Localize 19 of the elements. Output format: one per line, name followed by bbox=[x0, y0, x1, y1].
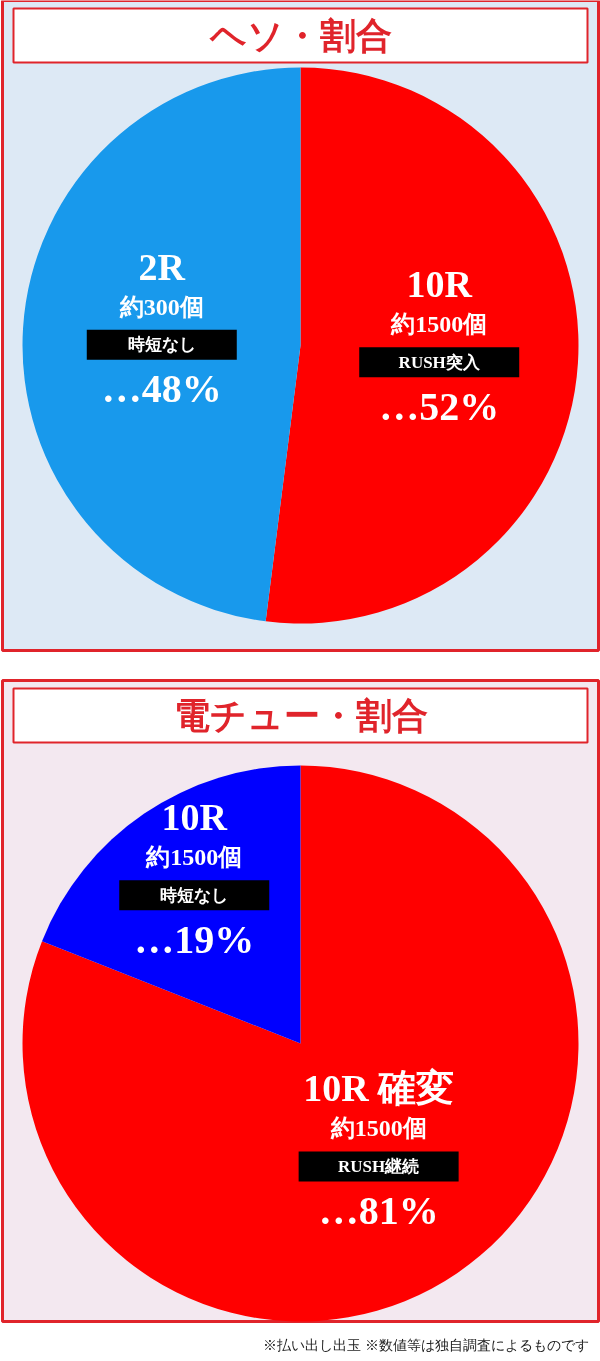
text: 約300個 bbox=[118, 293, 204, 320]
slice-label: 10R 確変 bbox=[303, 1067, 455, 1110]
slice-label: 10R bbox=[161, 796, 228, 839]
text: 時短なし bbox=[127, 335, 196, 355]
data-label: …81% bbox=[318, 1187, 439, 1233]
chart-title: ヘソ・割合 bbox=[208, 15, 392, 56]
slice-label: 2R bbox=[138, 245, 186, 288]
text: RUSH継続 bbox=[338, 1156, 420, 1176]
text: RUSH突入 bbox=[398, 352, 481, 372]
text: 約1500個 bbox=[390, 311, 488, 338]
text: ※払い出し出玉 ※数値等は独自調査によるものです bbox=[263, 1338, 589, 1353]
text: 約1500個 bbox=[145, 844, 243, 871]
data-label: …19% bbox=[134, 916, 255, 962]
slice-label: 10R bbox=[406, 263, 473, 306]
text: 時短なし bbox=[160, 885, 229, 905]
text: 約1500個 bbox=[329, 1115, 427, 1142]
data-label: …48% bbox=[101, 366, 222, 412]
data-label: …52% bbox=[379, 383, 500, 429]
chart-title: 電チュー・割合 bbox=[173, 695, 428, 736]
